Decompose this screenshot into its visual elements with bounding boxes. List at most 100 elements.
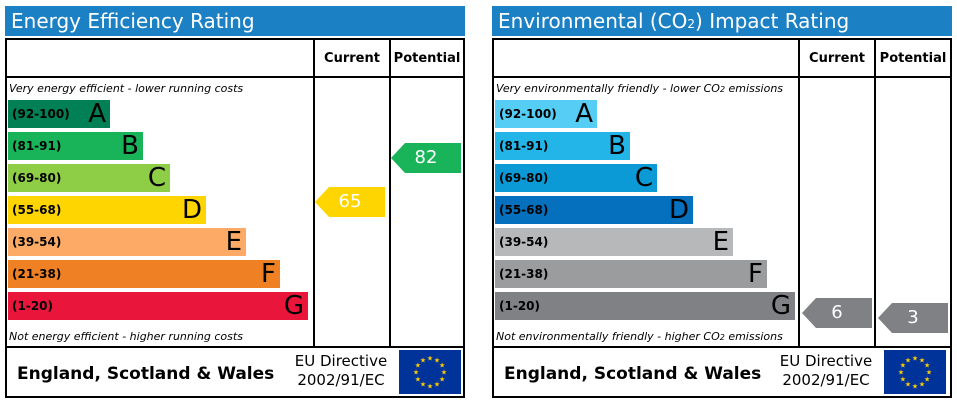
eu-star-icon: ★: [912, 355, 918, 363]
rating-band-c: (69-80) C: [8, 163, 170, 193]
rating-band-e: (39-54) E: [8, 227, 246, 257]
band-range-label: (92-100): [499, 107, 557, 121]
potential-column-header: Potential: [879, 51, 947, 66]
band-range-label: (1-20): [499, 299, 540, 313]
env-top-note-suffix: emissions: [725, 82, 784, 95]
eu-star-icon: ★: [924, 376, 930, 384]
band-letter: C: [147, 163, 166, 193]
divider-current: [313, 40, 315, 346]
band-range-label: (69-80): [499, 171, 549, 185]
band-letter: B: [121, 131, 139, 161]
energy-panel-title: Energy Efficiency Rating: [5, 6, 465, 36]
band-range-label: (21-38): [12, 267, 62, 281]
environmental-bottom-note: Not environmentally friendly - higher CO…: [496, 330, 783, 343]
energy-top-note: Very energy efficient - lower running co…: [9, 82, 244, 95]
band-range-label: (21-38): [499, 267, 549, 281]
divider-potential: [389, 40, 391, 346]
band-range-label: (92-100): [12, 107, 70, 121]
energy-chart-frame: Current Potential Very energy efficient …: [5, 38, 465, 398]
rating-band-b: (81-91) B: [495, 131, 630, 161]
band-range-label: (69-80): [12, 171, 62, 185]
potential-column-header: Potential: [393, 51, 461, 66]
eu-star-icon: ★: [415, 376, 421, 384]
rating-band-d: (55-68) D: [495, 195, 693, 225]
current-column-header: Current: [809, 51, 865, 66]
band-letter: A: [575, 99, 593, 129]
divider-current: [798, 40, 800, 346]
environmental-potential-value: 3: [907, 307, 919, 328]
eu-star-icon: ★: [924, 362, 930, 370]
current-column-header: Current: [324, 51, 380, 66]
rating-band-b: (81-91) B: [8, 131, 143, 161]
header-rule: [7, 76, 463, 78]
rating-band-f: (21-38) F: [8, 259, 280, 289]
rating-band-c: (69-80) C: [495, 163, 657, 193]
band-range-label: (39-54): [12, 235, 62, 249]
footer-rule: [7, 346, 463, 348]
divider-potential: [874, 40, 876, 346]
band-range-label: (55-68): [499, 203, 549, 217]
band-letter: B: [608, 131, 626, 161]
header-rule: [494, 76, 950, 78]
band-range-label: (81-91): [499, 139, 549, 153]
env-top-note-sub: 2: [719, 85, 726, 94]
rating-band-a: (92-100) A: [8, 99, 110, 129]
eu-star-icon: ★: [912, 383, 918, 391]
energy-footer-directive: EU Directive 2002/91/EC: [287, 352, 395, 390]
eu-star-icon: ★: [434, 356, 440, 364]
energy-bottom-note: Not energy efficient - higher running co…: [9, 330, 243, 343]
eu-star-icon: ★: [900, 376, 906, 384]
eu-star-icon: ★: [427, 383, 433, 391]
eu-star-icon: ★: [900, 362, 906, 370]
rating-band-g: (1-20) G: [495, 291, 795, 321]
rating-band-d: (55-68) D: [8, 195, 206, 225]
band-letter: D: [668, 195, 689, 225]
band-letter: D: [181, 195, 202, 225]
eu-star-icon: ★: [415, 362, 421, 370]
env-bottom-note-sub: 2: [719, 333, 725, 342]
environmental-footer-region: England, Scotland & Wales: [504, 364, 762, 384]
energy-footer-region: England, Scotland & Wales: [17, 364, 275, 384]
directive-line-1: EU Directive: [779, 352, 873, 370]
eu-star-icon: ★: [420, 381, 426, 389]
eu-star-icon: ★: [434, 381, 440, 389]
energy-potential-rating-arrow: 82: [391, 143, 461, 173]
rating-band-a: (92-100) A: [495, 99, 597, 129]
directive-line-2: 2002/91/EC: [782, 371, 870, 389]
env-bottom-note-suffix: emissions: [724, 330, 783, 343]
band-range-label: (81-91): [12, 139, 62, 153]
band-range-label: (1-20): [12, 299, 53, 313]
band-letter: G: [770, 291, 791, 321]
eu-star-icon: ★: [905, 381, 911, 389]
environmental-footer-directive: EU Directive 2002/91/EC: [772, 352, 880, 390]
band-letter: E: [712, 227, 729, 257]
directive-line-2: 2002/91/EC: [297, 371, 385, 389]
rating-band-f: (21-38) F: [495, 259, 767, 289]
energy-efficiency-panel: Energy Efficiency Rating Current Potenti…: [5, 6, 465, 398]
eu-star-icon: ★: [420, 356, 426, 364]
eu-star-icon: ★: [926, 369, 932, 377]
band-range-label: (39-54): [499, 235, 549, 249]
env-title-prefix: Environmental (CO: [498, 9, 688, 33]
env-top-note-prefix: Very environmentally friendly - lower CO: [496, 82, 720, 95]
env-bottom-note-prefix: Not environmentally friendly - higher CO: [496, 330, 720, 343]
eu-star-icon: ★: [439, 376, 445, 384]
eu-star-icon: ★: [427, 355, 433, 363]
environmental-potential-rating-arrow: 3: [878, 303, 948, 333]
environmental-current-rating-arrow: 6: [802, 298, 872, 328]
environmental-top-note: Very environmentally friendly - lower CO…: [496, 82, 783, 95]
env-title-suffix: ) Impact Rating: [695, 9, 850, 33]
environmental-impact-panel: Environmental (CO2) Impact Rating Curren…: [492, 6, 952, 398]
band-letter: C: [634, 163, 653, 193]
directive-line-1: EU Directive: [294, 352, 388, 370]
eu-star-icon: ★: [441, 369, 447, 377]
env-title-sub: 2: [687, 17, 696, 31]
rating-band-e: (39-54) E: [495, 227, 733, 257]
band-letter: G: [283, 291, 304, 321]
eu-star-icon: ★: [919, 356, 925, 364]
eu-star-icon: ★: [439, 362, 445, 370]
eu-star-icon: ★: [905, 356, 911, 364]
environmental-current-value: 6: [831, 302, 843, 323]
band-letter: F: [748, 259, 763, 289]
band-letter: A: [88, 99, 106, 129]
